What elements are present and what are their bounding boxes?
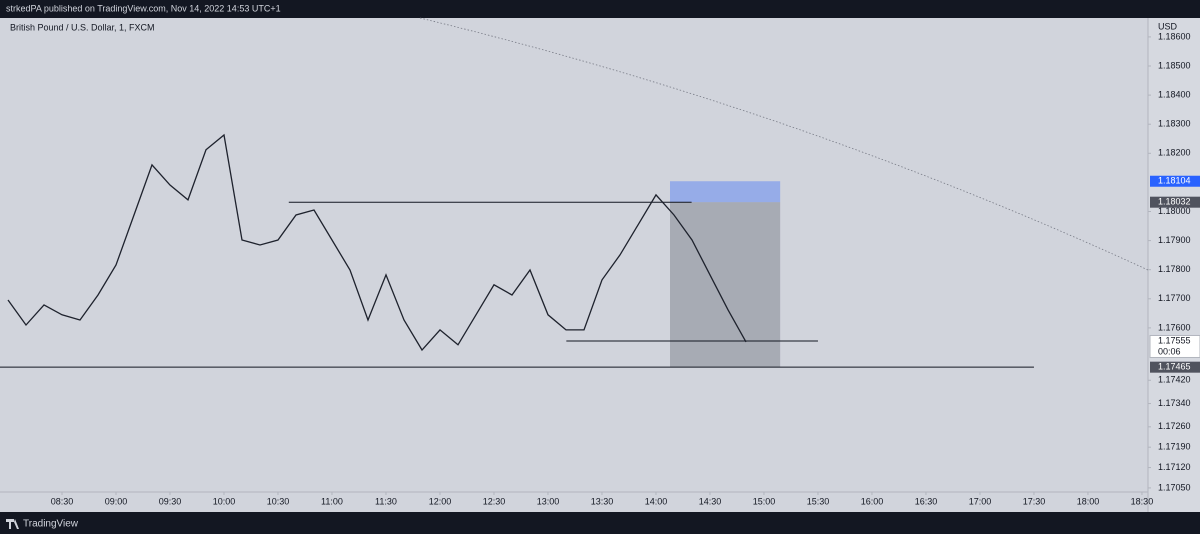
x-tick-label: 15:30 [807, 496, 830, 506]
x-tick-label: 16:30 [915, 496, 938, 506]
x-tick-label: 13:00 [537, 496, 560, 506]
currency: USD [1158, 21, 1178, 31]
logo [6, 519, 19, 529]
price-axis-panel [1148, 18, 1200, 512]
price-tag-label: 1.18032 [1158, 197, 1191, 207]
x-tick-label: 10:30 [267, 496, 290, 506]
price-tag [1150, 175, 1200, 187]
x-tick-label: 13:30 [591, 496, 614, 506]
x-tick-label: 14:30 [699, 496, 722, 506]
price-tag [1150, 361, 1200, 373]
y-tick-label: 1.17600 [1158, 322, 1191, 332]
x-tick-label: 14:00 [645, 496, 668, 506]
y-tick-label: 1.18000 [1158, 206, 1191, 216]
y-tick-label: 1.18500 [1158, 60, 1191, 70]
arc-drawing [419, 17, 1149, 271]
top-bar [0, 0, 1200, 18]
x-tick-label: 17:00 [969, 496, 992, 506]
price-tag-label: 1.17465 [1158, 362, 1191, 372]
stop-zone [670, 181, 781, 203]
price-tag [1150, 196, 1200, 208]
y-tick-label: 1.17800 [1158, 264, 1191, 274]
x-tick-label: 11:30 [375, 496, 397, 506]
x-tick-label: 09:00 [105, 496, 128, 506]
chart-title: British Pound / U.S. Dollar, 1, FXCM [10, 22, 155, 32]
x-tick-label: 12:30 [483, 496, 506, 506]
y-tick-label: 1.18600 [1158, 31, 1191, 41]
x-tick-label: 16:00 [861, 496, 884, 506]
price-tag [1149, 334, 1200, 358]
y-tick-label: 1.17120 [1158, 462, 1191, 472]
chart-background [0, 18, 1200, 512]
y-tick-label: 1.18300 [1158, 119, 1191, 129]
target-zone [670, 202, 781, 368]
x-tick-label: 15:00 [753, 496, 776, 506]
price-line [7, 133, 747, 352]
x-tick-label: 12:00 [429, 496, 452, 506]
y-tick-label: 1.17050 [1158, 482, 1191, 492]
x-tick-label: 10:00 [213, 496, 236, 506]
x-tick-label: 18:30 [1131, 496, 1154, 506]
brand: TradingView [23, 519, 79, 530]
x-tick-label: 09:30 [159, 496, 182, 506]
y-tick-label: 1.17900 [1158, 235, 1191, 245]
x-tick-label: 08:30 [51, 496, 74, 506]
price-tag-label: 1.17555 [1158, 335, 1191, 345]
x-tick-label: 17:30 [1023, 496, 1046, 506]
byline: strkedPA published on TradingView.com, N… [6, 3, 281, 13]
y-tick-label: 1.17190 [1158, 442, 1191, 452]
y-tick-label: 1.17340 [1158, 398, 1191, 408]
price-tag-label: 1.18104 [1158, 176, 1191, 186]
footer-bar [0, 512, 1200, 534]
y-tick-label: 1.18200 [1158, 148, 1191, 158]
x-tick-label: 11:00 [321, 496, 343, 506]
y-tick-label: 1.17700 [1158, 293, 1191, 303]
countdown-label: 00:06 [1158, 346, 1181, 356]
y-tick-label: 1.18400 [1158, 89, 1191, 99]
y-tick-label: 1.17420 [1158, 375, 1191, 385]
y-tick-label: 1.17260 [1158, 421, 1191, 431]
x-tick-label: 18:00 [1077, 496, 1100, 506]
